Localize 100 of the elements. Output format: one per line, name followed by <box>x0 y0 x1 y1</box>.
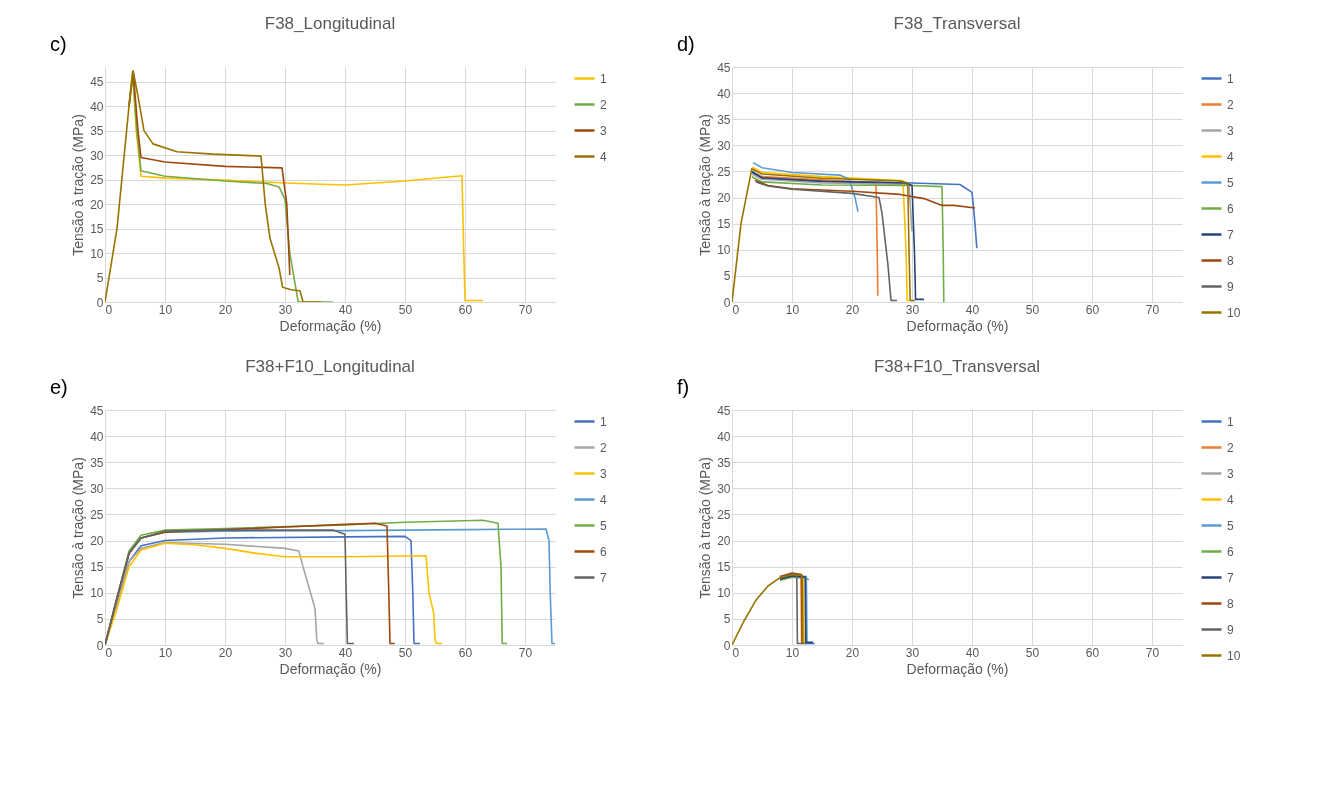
x-axis-title: Deformação (%) <box>906 660 1009 677</box>
x-tick-label: 20 <box>845 645 860 660</box>
text: c) <box>50 33 67 55</box>
legend-label: 1 <box>600 71 607 86</box>
y-tick-label: 35 <box>90 455 104 470</box>
y-tick-label: 35 <box>717 455 731 470</box>
legend-label: 4 <box>1227 492 1234 507</box>
x-tick-label: 50 <box>1025 645 1040 660</box>
x-tick-label: 20 <box>218 645 233 660</box>
legend-label: 6 <box>600 544 607 559</box>
x-tick-label: 40 <box>338 645 353 660</box>
y-tick-label: 25 <box>717 164 731 179</box>
legend-label: 2 <box>600 97 607 112</box>
y-tick-label: 25 <box>717 507 731 522</box>
y-tick-label: 5 <box>723 612 731 627</box>
x-tick-label: 50 <box>1025 302 1040 317</box>
chart-title: F38+F10_Longitudinal <box>245 357 415 376</box>
y-tick-label: 40 <box>90 99 104 114</box>
x-tick-label: 10 <box>785 302 800 317</box>
legend-label: 7 <box>1227 227 1234 242</box>
y-tick-label: 30 <box>717 481 731 496</box>
x-axis-title: Deformação (%) <box>279 660 382 677</box>
chart-title: F38_Longitudinal <box>264 14 396 33</box>
legend-label: 1 <box>1227 414 1234 429</box>
legend-label: 2 <box>1227 97 1234 112</box>
x-tick-label: 60 <box>1085 302 1100 317</box>
y-tick-label: 40 <box>717 429 731 444</box>
y-tick-label: 5 <box>96 612 104 627</box>
legend-label: 7 <box>1227 570 1234 585</box>
y-tick-label: 45 <box>717 403 731 418</box>
x-tick-label: 10 <box>158 302 173 317</box>
legend-label: 7 <box>600 570 607 585</box>
y-axis-title: Tensão à tração (MPa) <box>697 457 714 599</box>
legend-label: 9 <box>1227 622 1234 637</box>
x-tick-label: 20 <box>218 302 233 317</box>
y-tick-label: 20 <box>90 534 104 549</box>
x-tick-label: 70 <box>518 645 533 660</box>
text: f) <box>677 376 690 398</box>
y-tick-label: 30 <box>717 138 731 153</box>
legend-label: 9 <box>1227 279 1234 294</box>
y-tick-label: 10 <box>90 586 104 601</box>
legend-label: 6 <box>1227 201 1234 216</box>
legend-label: 8 <box>1227 253 1234 268</box>
x-axis-title: Deformação (%) <box>279 317 382 334</box>
x-tick-label: 40 <box>965 302 980 317</box>
x-tick-label: 40 <box>338 302 353 317</box>
y-tick-label: 45 <box>90 75 104 90</box>
legend-label: 6 <box>1227 544 1234 559</box>
y-tick-label: 30 <box>90 148 104 163</box>
y-axis-title: Tensão à tração (MPa) <box>697 114 714 256</box>
y-tick-label: 15 <box>717 560 731 575</box>
y-axis-title: Tensão à tração (MPa) <box>70 457 87 599</box>
legend-label: 4 <box>600 492 607 507</box>
x-tick-label: 70 <box>1145 302 1160 317</box>
legend-label: 4 <box>600 149 607 164</box>
x-tick-label: 20 <box>845 302 860 317</box>
y-tick-label: 45 <box>90 403 104 418</box>
y-tick-label: 10 <box>717 586 731 601</box>
y-tick-label: 25 <box>90 173 104 188</box>
x-tick-label: 30 <box>278 645 293 660</box>
x-tick-label: 30 <box>905 302 920 317</box>
y-tick-label: 35 <box>90 124 104 139</box>
x-tick-label: 60 <box>458 302 473 317</box>
y-tick-label: 40 <box>717 86 731 101</box>
legend-label: 3 <box>1227 123 1234 138</box>
x-tick-label: 70 <box>1145 645 1160 660</box>
chart-title: F38+F10_Transversal <box>873 357 1041 376</box>
y-tick-label: 45 <box>717 60 731 75</box>
legend-label: 3 <box>600 123 607 138</box>
y-tick-label: 25 <box>90 507 104 522</box>
legend-label: 5 <box>600 518 607 533</box>
legend-label: 3 <box>600 466 607 481</box>
y-tick-label: 5 <box>96 271 104 286</box>
legend-label: 4 <box>1227 149 1234 164</box>
y-tick-label: 20 <box>717 534 731 549</box>
x-tick-label: 30 <box>278 302 293 317</box>
legend-label: 5 <box>1227 175 1234 190</box>
x-tick-label: 10 <box>785 645 800 660</box>
y-tick-label: 30 <box>90 481 104 496</box>
legend-label: 5 <box>1227 518 1234 533</box>
x-axis-title: Deformação (%) <box>906 317 1009 334</box>
x-tick-label: 60 <box>458 645 473 660</box>
y-tick-label: 20 <box>717 191 731 206</box>
legend-label: 2 <box>600 440 607 455</box>
legend-label: 2 <box>1227 440 1234 455</box>
y-tick-label: 5 <box>723 269 731 284</box>
legend-label: 3 <box>1227 466 1234 481</box>
y-axis-title: Tensão à tração (MPa) <box>70 114 87 256</box>
x-tick-label: 40 <box>965 645 980 660</box>
text: e) <box>50 376 68 398</box>
y-tick-label: 15 <box>90 560 104 575</box>
chart-title: F38_Transversal <box>893 14 1021 33</box>
y-tick-label: 40 <box>90 429 104 444</box>
y-tick-label: 15 <box>90 222 104 237</box>
y-tick-label: 20 <box>90 197 104 212</box>
x-tick-label: 30 <box>905 645 920 660</box>
x-tick-label: 70 <box>518 302 533 317</box>
x-tick-label: 10 <box>158 645 173 660</box>
legend-label: 8 <box>1227 596 1234 611</box>
y-tick-label: 10 <box>90 246 104 261</box>
